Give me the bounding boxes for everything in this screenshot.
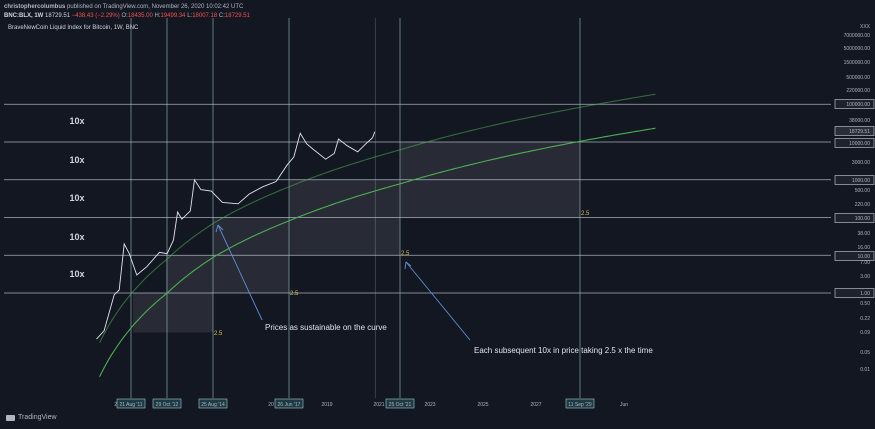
y-axis-label-10: 3000.00 (852, 160, 870, 166)
y-axis-label-8: 18729.51 (849, 129, 870, 135)
x-label-box-2 (152, 398, 182, 409)
y-axis-label-23: 0.09 (860, 330, 870, 336)
y-axis-label-25: 0.01 (860, 367, 870, 373)
low-value: 18007.18 (192, 13, 218, 19)
band-label-3: 10x (69, 232, 84, 242)
y-axis-label-11: 1000.00 (852, 178, 870, 184)
y-axis-label-19: 3.00 (860, 274, 870, 280)
y-axis-label-7: 38000.00 (849, 118, 870, 124)
y-axis-label-5: 220000.00 (846, 88, 870, 94)
annotation-time: Each subsequent 10x in price taking 2.5 … (474, 346, 653, 355)
y-axis-label-12: 500.00 (855, 188, 871, 194)
x-axis-label-6: 2019 (321, 402, 332, 408)
y-axis-label-4: 500000.00 (846, 75, 870, 81)
band-label-1: 10x (69, 155, 84, 165)
band-rect-2 (213, 217, 400, 256)
x-axis-label-11: 2027 (530, 402, 541, 408)
band-rect-4 (400, 142, 580, 180)
band-rect-3 (289, 179, 580, 218)
annotation-curve: Prices as sustainable on the curve (265, 323, 387, 332)
fib-label-1: 2.5 (290, 291, 299, 297)
x-axis-label-3: 25 Aug '14 (201, 402, 225, 408)
band-label-4: 10x (69, 269, 84, 279)
x-axis-label-5: 26 Jun '17 (278, 402, 301, 408)
band-rect-0 (133, 293, 213, 333)
close-label: C: (218, 13, 225, 19)
x-axis-label-4: 20 (268, 402, 274, 408)
y-axis-label-6: 100000.00 (846, 102, 870, 108)
y-axis-label-15: 38.00 (857, 231, 870, 237)
y-label-box-9 (834, 138, 875, 148)
high-value: 19499.34 (160, 13, 186, 19)
y-axis-label-14: 100.00 (855, 216, 871, 222)
arrow-head-0 (215, 224, 224, 233)
fib-label-3: 2.5 (581, 211, 590, 217)
high-label: H: (154, 13, 161, 19)
y-label-box-20 (834, 288, 875, 298)
y-axis-label-2: 5000000.00 (844, 46, 871, 52)
y-axis-label-3: 1500000.00 (844, 60, 871, 66)
arrow-head-1 (404, 261, 412, 270)
price-change: −438.43 (−2.29%) (71, 13, 120, 19)
support-curve (99, 127, 656, 377)
y-axis-label-17: 10.00 (857, 254, 870, 260)
x-label-box-8 (385, 398, 415, 409)
publish-info: published on TradingView.com, November 2… (67, 4, 244, 10)
y-axis-label-18: 7.00 (860, 260, 870, 266)
y-axis-label-16: 16.00 (857, 245, 870, 251)
x-axis-label-13: Jun (620, 402, 628, 408)
arrow-line-1 (405, 261, 471, 341)
x-axis-label-10: 2025 (477, 402, 488, 408)
index-title: BraveNewCoin Liquid Index for Bitcoin, 1… (8, 25, 139, 31)
low-label: L: (187, 13, 193, 19)
x-label-box-3 (198, 398, 228, 409)
y-axis-label-13: 220.00 (855, 202, 871, 208)
fib-label-2: 2.5 (401, 251, 410, 257)
tradingview-brand[interactable]: TradingView (6, 414, 57, 421)
band-label-0: 10x (69, 116, 84, 126)
last-price: 18729.51 (45, 13, 71, 19)
y-axis-label-22: 0.22 (860, 316, 870, 322)
chart-header: christophercolumbus published on Trading… (4, 3, 250, 21)
x-axis-label-9: 2023 (424, 402, 435, 408)
y-axis-label-21: 0.50 (860, 301, 870, 307)
x-axis-label-7: 2021 (373, 402, 384, 408)
close-value: 18729.51 (224, 13, 250, 19)
x-label-box-12 (565, 398, 595, 409)
y-axis-label-0: XXX (860, 24, 871, 30)
symbol-label[interactable]: BNC:BLX, 1W (4, 13, 44, 19)
band-label-2: 10x (69, 193, 84, 203)
author-name[interactable]: christophercolumbus (4, 4, 66, 10)
x-axis-label-2: 29 Oct '12 (156, 402, 179, 408)
y-label-box-11 (834, 175, 875, 185)
x-axis-label-12: 11 Sep '29 (568, 402, 592, 408)
price-line (96, 131, 376, 340)
y-axis-label-9: 10000.00 (849, 141, 870, 147)
arrow-line-0 (217, 224, 263, 321)
y-label-box-8 (834, 126, 875, 136)
x-label-box-5 (274, 398, 304, 409)
open-value: 18435.00 (127, 13, 153, 19)
brand-label: TradingView (18, 414, 57, 421)
fib-label-0: 2.5 (214, 331, 223, 337)
tradingview-logo-icon (6, 414, 15, 421)
open-label: O: (121, 13, 128, 19)
x-axis-label-1: 21 Aug '11 (119, 402, 142, 408)
y-axis-label-1: 7000000.00 (844, 33, 871, 39)
band-rect-1 (166, 255, 289, 293)
x-label-box-1 (116, 398, 146, 409)
y-label-box-14 (834, 213, 875, 223)
y-axis-label-20: 1.00 (860, 291, 870, 297)
y-label-box-6 (834, 99, 875, 109)
upper-curve (99, 93, 656, 344)
y-label-box-17 (834, 251, 875, 261)
x-axis-label-8: 25 Oct '21 (389, 402, 412, 408)
y-axis-label-24: 0.05 (860, 350, 870, 356)
